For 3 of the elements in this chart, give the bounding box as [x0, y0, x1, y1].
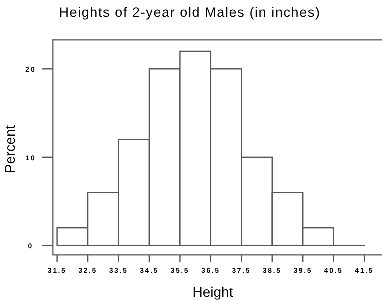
chart-title: Heights of 2-year old Males (in inches): [59, 5, 321, 20]
y-axis-title: Percent: [2, 125, 18, 174]
x-axis-title: Height: [192, 284, 234, 300]
